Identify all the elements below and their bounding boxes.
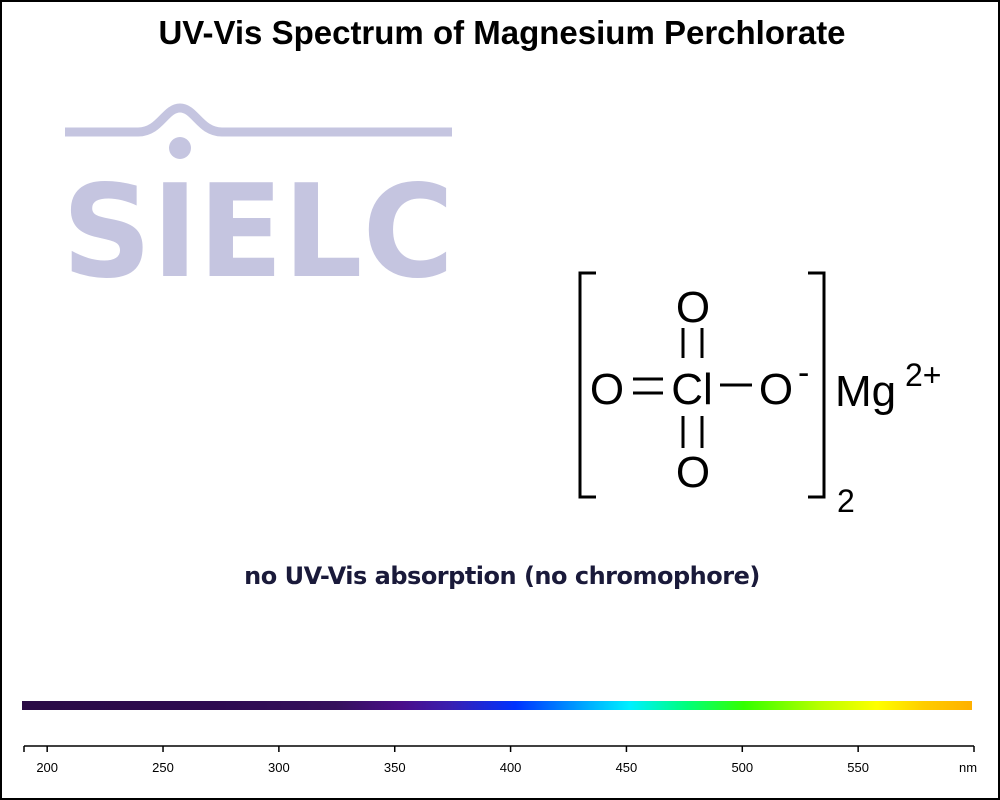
- cation-charge: 2+: [905, 357, 941, 393]
- atom-oxygen-bottom: O: [676, 448, 710, 497]
- x-axis-unit: nm: [959, 760, 977, 775]
- x-axis: 200 250 300 350 400 450 500 550 nm: [23, 745, 977, 775]
- x-tick-label-250: 250: [152, 760, 174, 775]
- x-tick-label-450: 450: [616, 760, 638, 775]
- x-tick-label-550: 550: [847, 760, 869, 775]
- atom-oxygen-top: O: [676, 283, 710, 332]
- x-tick-label-300: 300: [268, 760, 290, 775]
- atom-oxygen-right: O: [759, 365, 793, 414]
- chart-title: UV-Vis Spectrum of Magnesium Perchlorate: [158, 14, 846, 51]
- x-tick-label-350: 350: [384, 760, 406, 775]
- atom-chlorine: Cl: [671, 365, 713, 414]
- left-bracket: [578, 271, 596, 499]
- logo-text: SIELC: [62, 158, 454, 282]
- x-tick-label-400: 400: [500, 760, 522, 775]
- subscript-two: 2: [837, 483, 855, 519]
- absorption-note: no UV-Vis absorption (no chromophore): [244, 562, 760, 590]
- x-tick-label-500: 500: [731, 760, 753, 775]
- x-tick-label-200: 200: [36, 760, 58, 775]
- chemical-structure: O O Cl O O - Mg 2+ 2: [578, 271, 941, 519]
- charge-minus: -: [798, 354, 809, 392]
- right-bracket: [808, 271, 826, 499]
- cation-mg: Mg: [835, 367, 896, 416]
- visible-spectrum-bar: [22, 701, 972, 710]
- sielc-logo: SIELC: [62, 103, 454, 282]
- atom-oxygen-left: O: [590, 365, 624, 414]
